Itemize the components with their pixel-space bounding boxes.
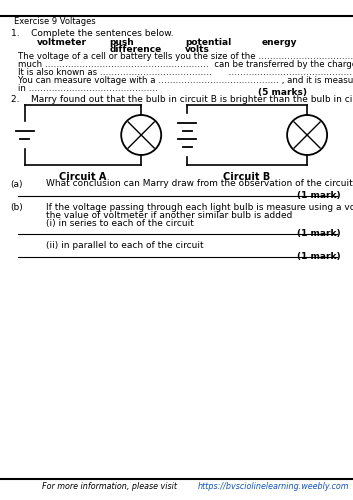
Text: (1 mark): (1 mark) [297,191,341,200]
Text: in ………………………………………: in ……………………………………… [18,84,158,93]
Text: What conclusion can Marry draw from the observation of the circuits?: What conclusion can Marry draw from the … [46,180,353,188]
Text: (a): (a) [11,180,23,188]
Text: The voltage of a cell or battery tells you the size of the …………………………………… , and : The voltage of a cell or battery tells y… [18,52,353,61]
Text: potential: potential [185,38,232,47]
Text: (1 mark): (1 mark) [297,252,341,260]
Text: 1.    Complete the sentences below.: 1. Complete the sentences below. [11,29,173,38]
Text: much …………………………………………………  can be transferred by the charges.: much ………………………………………………… can be transfer… [18,60,353,69]
Text: (5 marks): (5 marks) [258,88,307,96]
Text: If the voltage passing through each light bulb is measure using a voltmeter, wha: If the voltage passing through each ligh… [46,203,353,212]
Text: push: push [109,38,134,47]
Text: the value of voltmeter if another similar bulb is added: the value of voltmeter if another simila… [46,211,292,220]
Text: Circuit B: Circuit B [223,172,271,182]
Text: It is also known as …………………………………      ……………………………………………: It is also known as ………………………………… ………………… [18,68,353,77]
Text: (i) in series to each of the circuit: (i) in series to each of the circuit [46,219,194,228]
Text: (ii) in parallel to each of the circuit: (ii) in parallel to each of the circuit [46,241,204,250]
Text: You can measure voltage with a …………………………………… , and it is measured: You can measure voltage with a ………………………… [18,76,353,85]
Text: voltmeter: voltmeter [37,38,87,47]
Text: Circuit A: Circuit A [59,172,107,182]
Text: volts: volts [185,45,210,54]
Text: 2.    Marry found out that the bulb in circuit B is brighter than the bulb in ci: 2. Marry found out that the bulb in circ… [11,95,353,104]
Text: (1 mark): (1 mark) [297,229,341,238]
Text: difference: difference [109,45,162,54]
Text: energy: energy [261,38,297,47]
Text: Exercise 9 Voltages: Exercise 9 Voltages [14,18,96,26]
Text: (b): (b) [11,203,23,212]
Text: https://bvsciolinelearning.weebly.com: https://bvsciolinelearning.weebly.com [198,482,349,491]
Text: For more information, please visit: For more information, please visit [42,482,180,491]
